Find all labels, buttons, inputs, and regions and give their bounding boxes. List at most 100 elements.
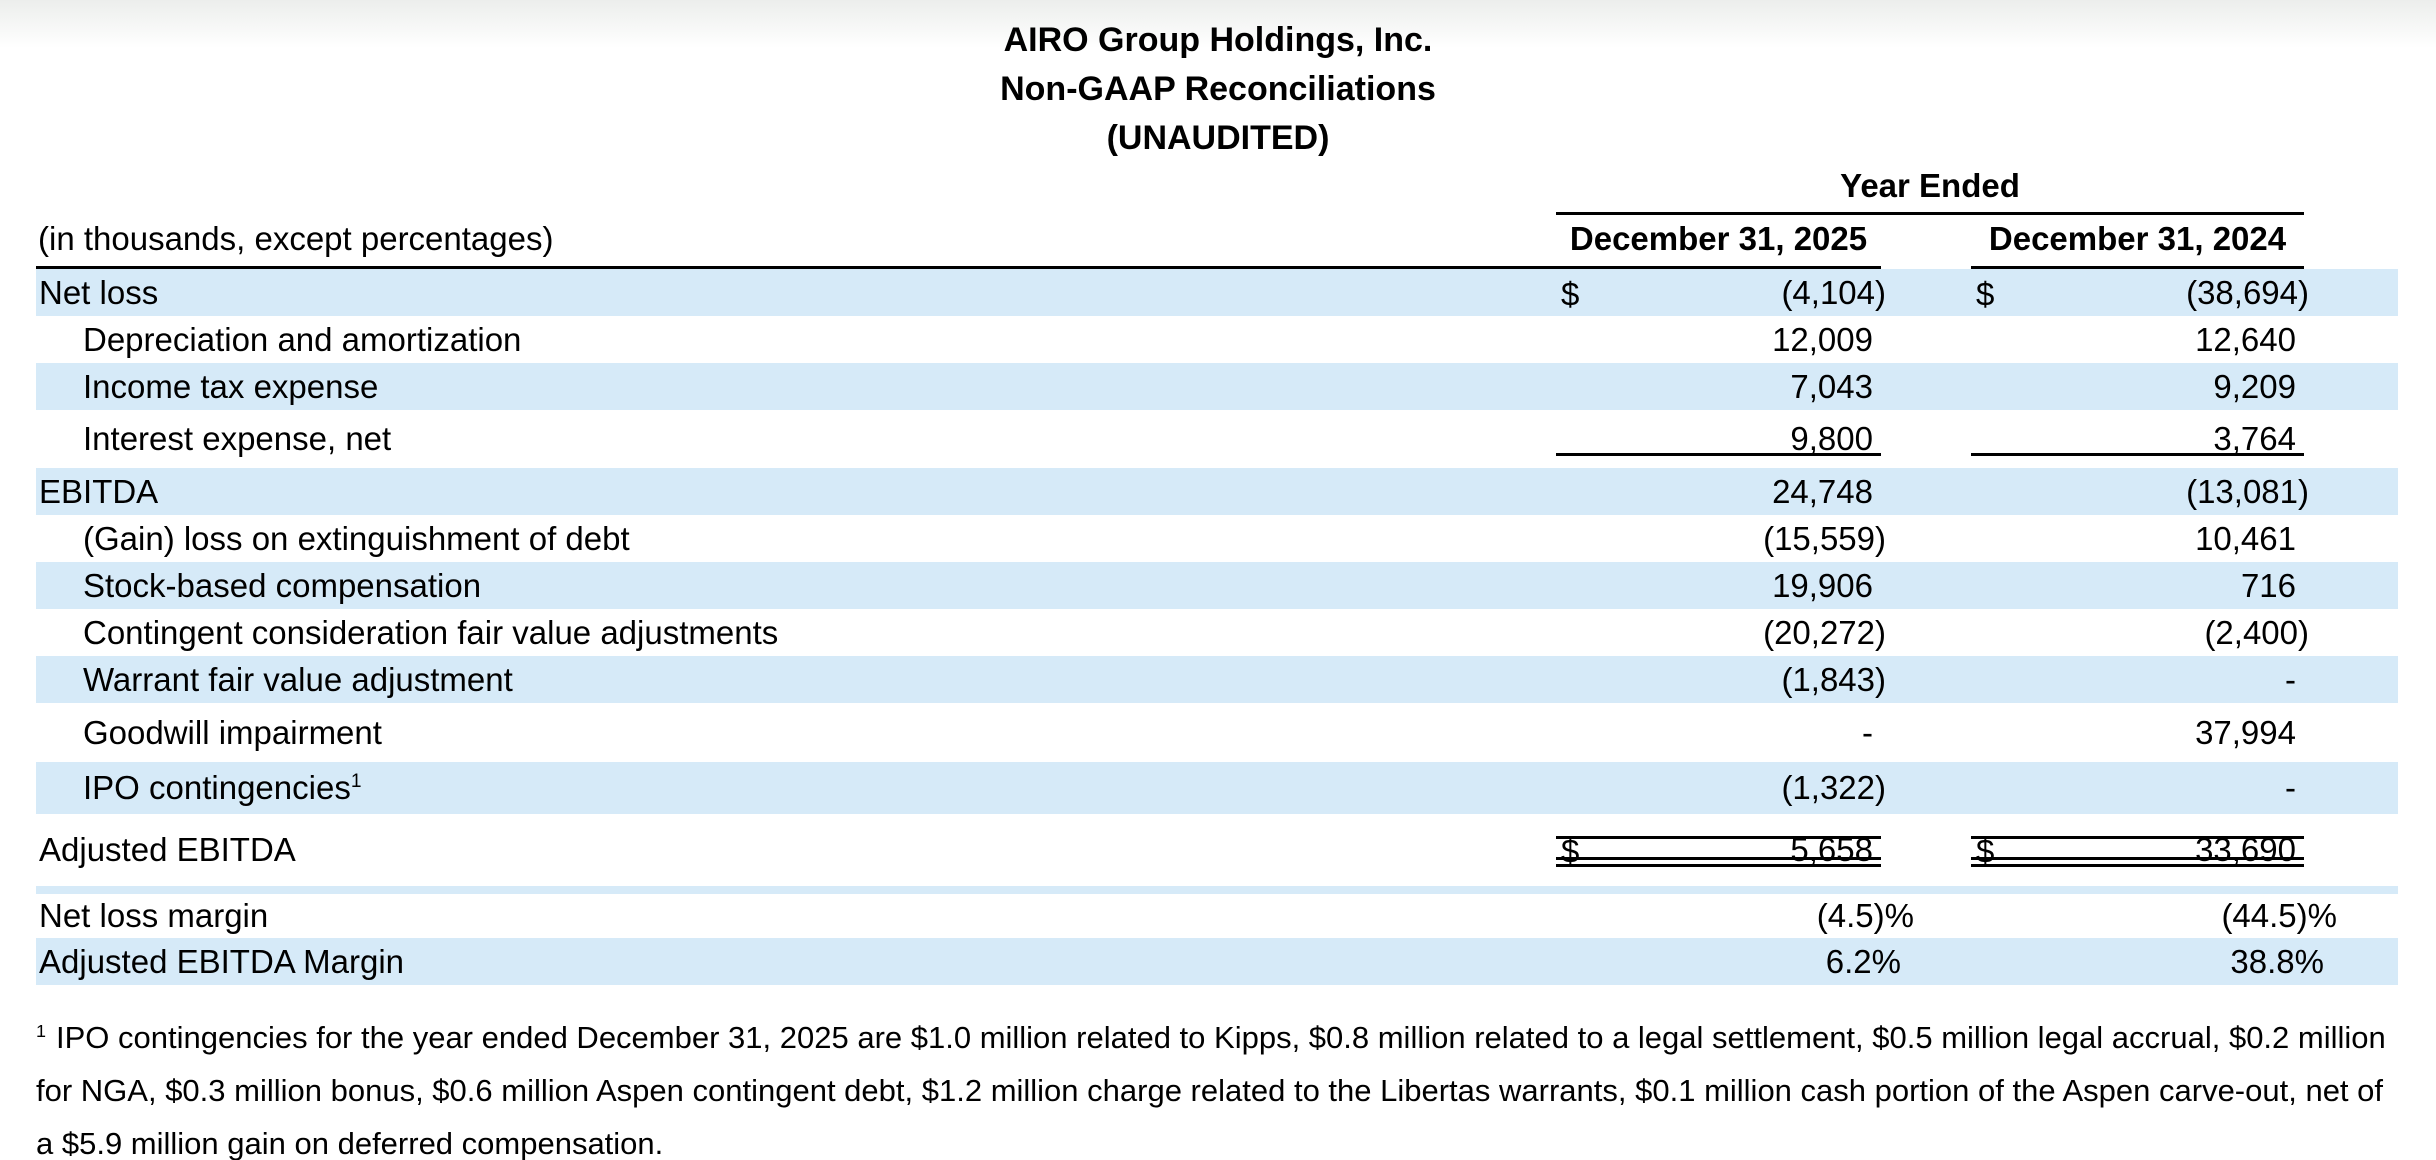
value-cell-2025: 6.2%: [1556, 943, 1901, 981]
value-2024: (44.5)%: [2221, 897, 2337, 934]
value-2025: 7,043: [1790, 367, 1873, 405]
row-label: Income tax expense: [83, 367, 379, 405]
row-label: EBITDA: [39, 472, 159, 510]
value-2025: (1,843): [1781, 660, 1886, 698]
value-2024: 3,764: [2213, 420, 2296, 457]
table-row: Adjusted EBITDA Margin 6.2% 38.8%: [36, 938, 2398, 985]
value-2024: (13,081): [2186, 472, 2309, 510]
footnote-text: IPO contingencies for the year ended Dec…: [36, 1020, 2386, 1160]
value-cell-2024: 3,764: [1971, 420, 2304, 458]
value-cell-2024: 9,209: [1971, 368, 2304, 406]
currency-symbol: $: [1976, 275, 1995, 313]
value-2025: 6.2%: [1825, 942, 1901, 980]
value-2025: (15,559): [1763, 519, 1886, 557]
value-2025: 12,009: [1772, 320, 1873, 358]
value-2025: 24,748: [1772, 472, 1873, 510]
table-row: IPO contingencies1 (1,322) -: [36, 762, 2398, 814]
value-cell-2024: (13,081): [1971, 473, 2309, 511]
value-cell-2024: 37,994: [1971, 714, 2304, 752]
row-label: Adjusted EBITDA Margin: [39, 942, 404, 980]
value-2024: -: [2285, 769, 2296, 806]
total-rule-top: [1971, 836, 2304, 839]
value-2024: 10,461: [2195, 519, 2296, 557]
value-cell-2025: (1,843): [1556, 661, 1886, 699]
value-2024: (2,400): [2204, 613, 2309, 651]
value-cell-2025: (20,272): [1556, 614, 1886, 652]
total-rule-double: [1971, 857, 2304, 867]
row-label: Net loss: [39, 273, 159, 311]
value-cell-2025: 19,906: [1556, 567, 1881, 605]
value-cell-2025: 7,043: [1556, 368, 1881, 406]
value-2025: (1,322): [1781, 769, 1886, 806]
subtotal-rule: [1971, 453, 2304, 456]
value-cell-2024: $33,690: [1971, 831, 2304, 870]
value-cell-2025: 24,748: [1556, 473, 1881, 511]
value-cell-2025: -: [1556, 714, 1881, 752]
value-2025: (4.5)%: [1816, 897, 1914, 934]
currency-symbol: $: [1976, 832, 1995, 870]
total-rule-double: [1556, 857, 1881, 867]
row-label: Contingent consideration fair value adju…: [83, 613, 779, 651]
value-2025: -: [1862, 713, 1873, 751]
column-header-2024: December 31, 2024: [1971, 220, 2304, 269]
value-2024: -: [2285, 660, 2296, 698]
table-row: Stock-based compensation 19,906 716: [36, 562, 2398, 609]
value-cell-2025: (1,322): [1556, 769, 1886, 807]
table-row: Net loss $ (4,104) $ (38,694): [36, 269, 2398, 316]
value-2024: 9,209: [2213, 367, 2296, 405]
table-row: Warrant fair value adjustment (1,843) -: [36, 656, 2398, 703]
table-row: Income tax expense 7,043 9,209: [36, 363, 2398, 410]
unaudited-label: (UNAUDITED): [1106, 119, 1330, 157]
period-header-row: Year Ended: [36, 167, 2398, 215]
row-label: Depreciation and amortization: [83, 320, 522, 358]
value-2024: 12,640: [2195, 320, 2296, 358]
value-2024: 38.8%: [2230, 942, 2324, 980]
table-row: EBITDA 24,748 (13,081): [36, 468, 2398, 515]
value-cell-2024: $ (38,694): [1971, 274, 2309, 313]
table-row: (Gain) loss on extinguishment of debt (15…: [36, 515, 2398, 562]
report-title: Non-GAAP Reconciliations: [1000, 70, 1436, 108]
value-cell-2024: 10,461: [1971, 520, 2304, 558]
company-name: AIRO Group Holdings, Inc.: [1003, 21, 1433, 59]
footnote-reference: 1: [350, 771, 362, 792]
period-header: Year Ended: [1556, 167, 2304, 215]
value-cell-2024: -: [1971, 661, 2304, 699]
value-2024: (38,694): [2186, 273, 2309, 311]
subtotal-rule: [1556, 453, 1881, 456]
value-2025: (4,104): [1781, 273, 1886, 311]
table-row: Depreciation and amortization 12,009 12,64…: [36, 316, 2398, 363]
row-label: Adjusted EBITDA: [39, 831, 296, 868]
value-cell-2025: (4.5)%: [1556, 897, 1914, 935]
table-row: Interest expense, net 9,800 3,764: [36, 410, 2398, 468]
footnote: 1 IPO contingencies for the year ended De…: [36, 1011, 2402, 1160]
table-row: Goodwill impairment - 37,994: [36, 703, 2398, 762]
table-row: Net loss margin (4.5)% (44.5)%: [36, 894, 2398, 938]
value-2024: 37,994: [2195, 713, 2296, 751]
value-2025: 9,800: [1790, 420, 1873, 457]
row-label: Stock-based compensation: [83, 566, 482, 604]
non-gaap-reconciliation-table: Year Ended (in thousands, except percent…: [36, 167, 2398, 985]
row-label: IPO contingencies1: [83, 769, 362, 806]
value-cell-2024: (44.5)%: [1971, 897, 2337, 935]
value-cell-2025: $ (4,104): [1556, 274, 1886, 313]
row-label: Goodwill impairment: [83, 713, 382, 751]
footnote-marker: 1: [36, 1020, 46, 1041]
column-header-row: (in thousands, except percentages) Decem…: [36, 215, 2398, 269]
table-row: Adjusted EBITDA $5,658 $33,690: [36, 814, 2398, 886]
row-label: (Gain) loss on extinguishment of debt: [83, 519, 630, 557]
units-note: (in thousands, except percentages): [36, 220, 1556, 269]
value-cell-2025: $5,658: [1556, 831, 1881, 870]
row-label: Interest expense, net: [83, 420, 392, 457]
column-header-2025: December 31, 2025: [1556, 220, 1881, 269]
table-row: [36, 886, 2398, 894]
value-cell-2024: -: [1971, 769, 2304, 807]
currency-symbol: $: [1561, 275, 1580, 313]
value-2024: 716: [2240, 566, 2296, 604]
title-block: AIRO Group Holdings, Inc. Non-GAAP Recon…: [0, 0, 2436, 163]
value-cell-2025: (15,559): [1556, 520, 1886, 558]
value-cell-2024: (2,400): [1971, 614, 2309, 652]
value-cell-2024: 38.8%: [1971, 943, 2324, 981]
value-cell-2025: 9,800: [1556, 420, 1881, 458]
value-2025: (20,272): [1763, 613, 1886, 651]
